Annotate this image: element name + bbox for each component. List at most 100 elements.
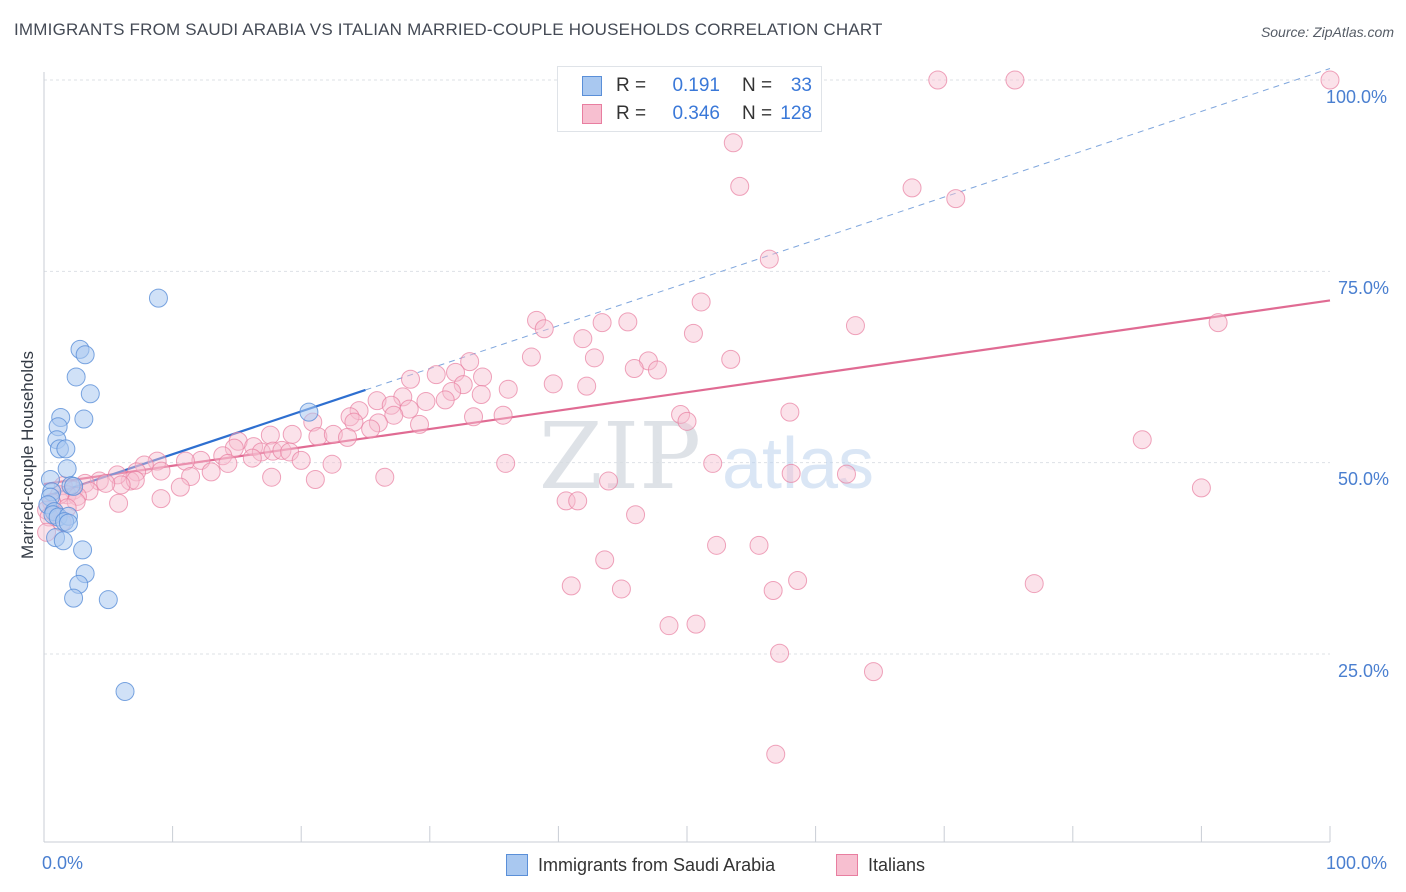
italians-point-21 — [460, 352, 480, 372]
italians-point-50 — [410, 414, 430, 434]
italians-point-121 — [659, 616, 679, 636]
italians-point-12 — [618, 312, 638, 332]
italians-point-124 — [863, 662, 883, 682]
italians-point-104 — [568, 491, 588, 511]
italians-point-95 — [109, 493, 129, 513]
italians-point-112 — [305, 470, 325, 490]
saudi-point-15 — [64, 476, 84, 496]
italians-point-117 — [611, 579, 631, 599]
italians-point-20 — [721, 349, 741, 369]
italians-point-51 — [361, 419, 381, 439]
italians-point-106 — [626, 505, 646, 525]
italians-point-17 — [521, 347, 541, 367]
watermark-atlas: atlas — [722, 424, 874, 504]
italians-point-84 — [96, 473, 116, 493]
italians-point-67 — [175, 451, 195, 471]
legend-swatch-saudi-bottom — [506, 854, 528, 876]
italians-point-73 — [496, 453, 516, 473]
legend-label-italians: Italians — [868, 854, 926, 875]
italians-point-22 — [647, 360, 667, 380]
saudi-point-6 — [74, 409, 94, 429]
italians-point-45 — [677, 411, 697, 431]
italians-point-105 — [781, 463, 801, 483]
italians-point-18 — [584, 348, 604, 368]
italians-point-77 — [181, 466, 201, 486]
italians-point-31 — [498, 379, 518, 399]
italians-point-14 — [683, 323, 703, 343]
r-value-saudi: 0.191 — [672, 75, 720, 96]
italians-point-8 — [691, 292, 711, 312]
x-tick-label-min: 0.0% — [42, 853, 84, 873]
x-tick-label-max: 100.0% — [1326, 853, 1388, 873]
data-points — [37, 70, 1340, 764]
saudi-point-0 — [148, 288, 168, 308]
saudi-point-2 — [75, 345, 95, 365]
italians-point-111 — [375, 467, 395, 487]
italians-trend-line — [43, 299, 1331, 486]
italians-point-54 — [323, 424, 343, 444]
saudi-point-10 — [56, 439, 76, 459]
italians-point-116 — [561, 576, 581, 596]
italians-point-72 — [322, 454, 342, 474]
italians-point-42 — [340, 407, 360, 427]
chart-title: IMMIGRANTS FROM SAUDI ARABIA VS ITALIAN … — [14, 20, 883, 39]
y-tick-label-75: 75.0% — [1338, 278, 1390, 298]
italians-point-5 — [902, 178, 922, 198]
series-legend: Immigrants from Saudi Arabia Italians — [0, 852, 1406, 878]
legend-item-italians[interactable]: Italians — [836, 852, 925, 878]
italians-point-119 — [788, 571, 808, 591]
italians-point-53 — [308, 427, 328, 447]
r-label: R = — [616, 75, 647, 96]
italians-point-7 — [759, 249, 779, 269]
italians-point-71 — [134, 455, 154, 475]
saudi-point-25 — [53, 531, 73, 551]
italians-point-6 — [946, 189, 966, 209]
italians-point-114 — [707, 535, 727, 555]
italians-point-125 — [766, 744, 786, 764]
y-tick-label-50: 50.0% — [1338, 469, 1390, 489]
italians-point-69 — [218, 453, 238, 473]
saudi-point-31 — [115, 682, 135, 702]
n-label: N = — [742, 103, 773, 124]
n-value-saudi: 33 — [790, 75, 812, 96]
italians-point-66 — [242, 448, 262, 468]
italians-point-70 — [147, 451, 167, 471]
saudi-point-3 — [66, 367, 86, 387]
italians-point-4 — [730, 176, 750, 196]
saudi-point-29 — [64, 588, 84, 608]
source-label: Source: ZipAtlas.com — [1260, 24, 1394, 40]
legend-item-saudi[interactable]: Immigrants from Saudi Arabia — [506, 852, 775, 878]
italians-point-123 — [770, 643, 790, 663]
italians-point-11 — [592, 313, 612, 333]
saudi-point-32 — [299, 402, 319, 422]
italians-point-62 — [272, 440, 292, 460]
italians-point-108 — [1132, 430, 1152, 450]
italians-point-91 — [170, 477, 190, 497]
saudi-point-11 — [57, 459, 77, 479]
italians-point-99 — [556, 491, 576, 511]
legend-swatch-italians-bottom — [836, 854, 858, 876]
italians-point-120 — [1024, 574, 1044, 594]
y-tick-label-25: 25.0% — [1338, 661, 1390, 681]
italians-point-46 — [780, 402, 800, 422]
italians-point-81 — [125, 470, 145, 490]
italians-point-43 — [493, 405, 513, 425]
italians-point-1 — [1005, 70, 1025, 90]
italians-point-10 — [534, 319, 554, 339]
italians-point-25 — [446, 362, 466, 382]
italians-point-27 — [401, 369, 421, 389]
italians-point-3 — [723, 133, 743, 153]
italians-point-41 — [384, 405, 404, 425]
italians-point-76 — [201, 462, 221, 482]
italians-point-49 — [368, 413, 388, 433]
saudi-trend-extension — [365, 68, 1331, 391]
italians-point-127 — [464, 407, 484, 427]
italians-point-30 — [577, 376, 597, 396]
italians-point-35 — [367, 391, 387, 411]
italians-point-113 — [595, 550, 615, 570]
italians-point-126 — [262, 467, 282, 487]
y-tick-label-100: 100.0% — [1326, 87, 1388, 107]
italians-point-115 — [749, 535, 769, 555]
italians-point-0 — [928, 70, 948, 90]
